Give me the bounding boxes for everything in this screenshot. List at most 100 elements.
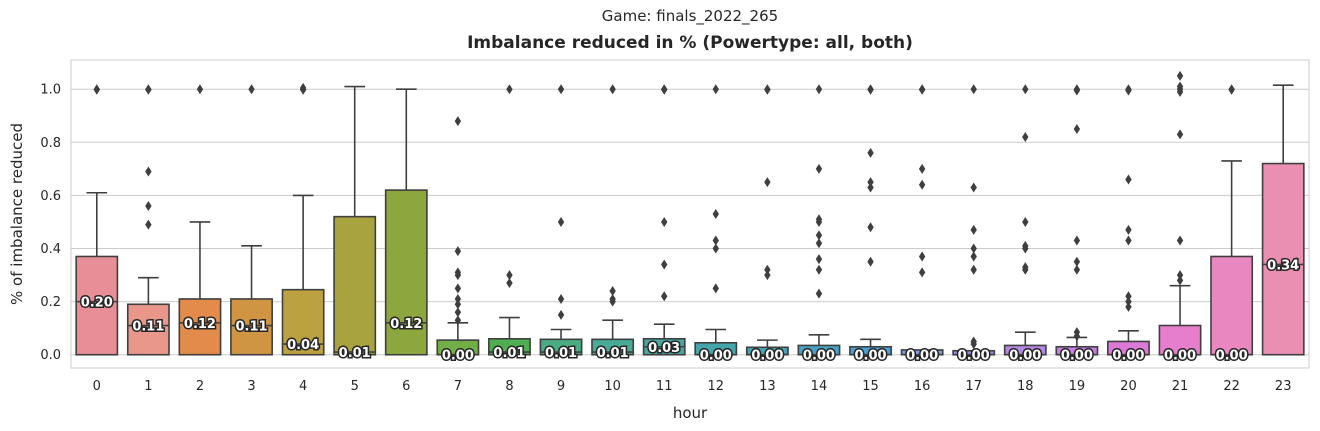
- box-body: [384, 189, 428, 356]
- y-tick-label: 0.2: [40, 295, 61, 310]
- outlier-point: [506, 84, 513, 95]
- box-hour-22: 0.00: [1210, 84, 1254, 365]
- box-hour-5: 0.01: [333, 85, 377, 363]
- median-label: 0.12: [184, 317, 216, 332]
- outlier-point: [1073, 327, 1081, 338]
- outlier-point: [609, 293, 616, 304]
- outlier-point: [1125, 224, 1132, 235]
- box-body: [126, 303, 170, 356]
- outlier-point: [1176, 270, 1184, 281]
- box-hour-16: 0.00: [900, 84, 944, 365]
- outlier-point: [815, 84, 823, 95]
- outlier-point: [815, 238, 823, 249]
- outlier-point: [454, 293, 462, 304]
- outlier-point: [145, 219, 152, 230]
- x-tick-label: 13: [759, 379, 776, 394]
- outlier-point: [867, 256, 874, 267]
- outlier-point: [712, 209, 719, 219]
- outlier-point: [1073, 85, 1081, 96]
- outlier-point: [1073, 264, 1081, 275]
- outlier-point: [764, 177, 771, 188]
- x-tick-label: 22: [1223, 379, 1240, 394]
- box-hour-6: 0.12: [384, 88, 428, 356]
- outlier-point: [970, 182, 977, 193]
- box-hour-8: 0.01: [488, 84, 531, 363]
- box-hour-10: 0.01: [591, 84, 635, 363]
- outlier-point: [145, 201, 152, 212]
- box-body: [1261, 162, 1305, 356]
- outlier-point: [196, 84, 204, 95]
- outlier-point: [454, 299, 462, 310]
- box-hour-23: 0.34: [1261, 84, 1305, 356]
- median-label: 0.01: [493, 346, 525, 361]
- median-label: 0.00: [442, 349, 474, 364]
- outlier-point: [970, 84, 977, 95]
- outlier-point: [145, 84, 152, 95]
- box-body: [75, 255, 119, 356]
- y-tick-label: 0.6: [40, 189, 61, 204]
- median-label: 0.00: [803, 349, 835, 364]
- outlier-point: [867, 177, 874, 188]
- box-body: [230, 298, 273, 356]
- outlier-point: [1176, 235, 1184, 246]
- median-label: 0.00: [1009, 349, 1041, 364]
- outlier-point: [1125, 85, 1132, 96]
- x-tick-label: 14: [811, 379, 828, 394]
- outlier-point: [1125, 291, 1132, 302]
- outlier-point: [1022, 216, 1029, 227]
- outlier-point: [815, 230, 823, 241]
- box-body: [1210, 255, 1254, 356]
- median-label: 0.00: [700, 349, 732, 364]
- outlier-point: [454, 315, 462, 326]
- outlier-point: [661, 216, 668, 227]
- outlier-point: [970, 224, 977, 235]
- box-body: [488, 337, 531, 356]
- median-label: 0.01: [597, 346, 629, 361]
- outlier-point: [1022, 132, 1029, 142]
- outlier-point: [918, 267, 926, 278]
- y-axis-label: % of imbalance reduced: [8, 123, 26, 305]
- box-hour-20: 0.00: [1107, 84, 1150, 365]
- outlier-point: [970, 251, 977, 262]
- median-label: 0.01: [545, 346, 577, 361]
- y-tick-label: 1.0: [40, 83, 61, 98]
- box-hour-7: 0.00: [436, 116, 480, 365]
- outlier-point: [145, 166, 152, 177]
- outlier-point: [248, 84, 255, 95]
- median-label: 0.00: [855, 349, 887, 364]
- box-hour-19: 0.00: [1055, 84, 1099, 365]
- chart-title: Imbalance reduced in % (Powertype: all, …: [467, 33, 913, 53]
- box-body: [178, 298, 222, 356]
- median-label: 0.01: [339, 346, 371, 361]
- box-body: [591, 338, 635, 356]
- outlier-point: [454, 283, 462, 294]
- x-tick-label: 15: [862, 379, 879, 394]
- outlier-point: [1073, 256, 1081, 267]
- box-hour-17: 0.00: [952, 84, 996, 365]
- outlier-point: [1073, 124, 1081, 135]
- outlier-point: [299, 82, 307, 93]
- x-tick-label: 23: [1275, 379, 1292, 394]
- box-hour-9: 0.01: [539, 84, 583, 363]
- outlier-point: [1176, 275, 1184, 286]
- outlier-point: [1125, 174, 1132, 185]
- outlier-point: [661, 84, 668, 95]
- outlier-point: [1073, 235, 1081, 246]
- median-label: 0.11: [236, 320, 268, 335]
- outlier-point: [815, 264, 823, 275]
- box-body: [333, 215, 377, 356]
- median-label: 0.00: [751, 349, 783, 364]
- y-axis-ticks: 0.0 0.2 0.4 0.6 0.8 1.0: [40, 83, 61, 364]
- outlier-point: [1022, 262, 1029, 273]
- outlier-point: [454, 267, 462, 278]
- outlier-point: [609, 286, 616, 296]
- x-tick-label: 4: [299, 379, 307, 394]
- outlier-point: [712, 283, 719, 294]
- x-tick-label: 2: [196, 379, 204, 394]
- outlier-point: [918, 163, 926, 174]
- x-tick-label: 18: [1017, 379, 1034, 394]
- outlier-point: [1176, 86, 1184, 97]
- x-tick-label: 6: [402, 379, 410, 394]
- box-body: [539, 338, 583, 356]
- outlier-point: [815, 288, 823, 299]
